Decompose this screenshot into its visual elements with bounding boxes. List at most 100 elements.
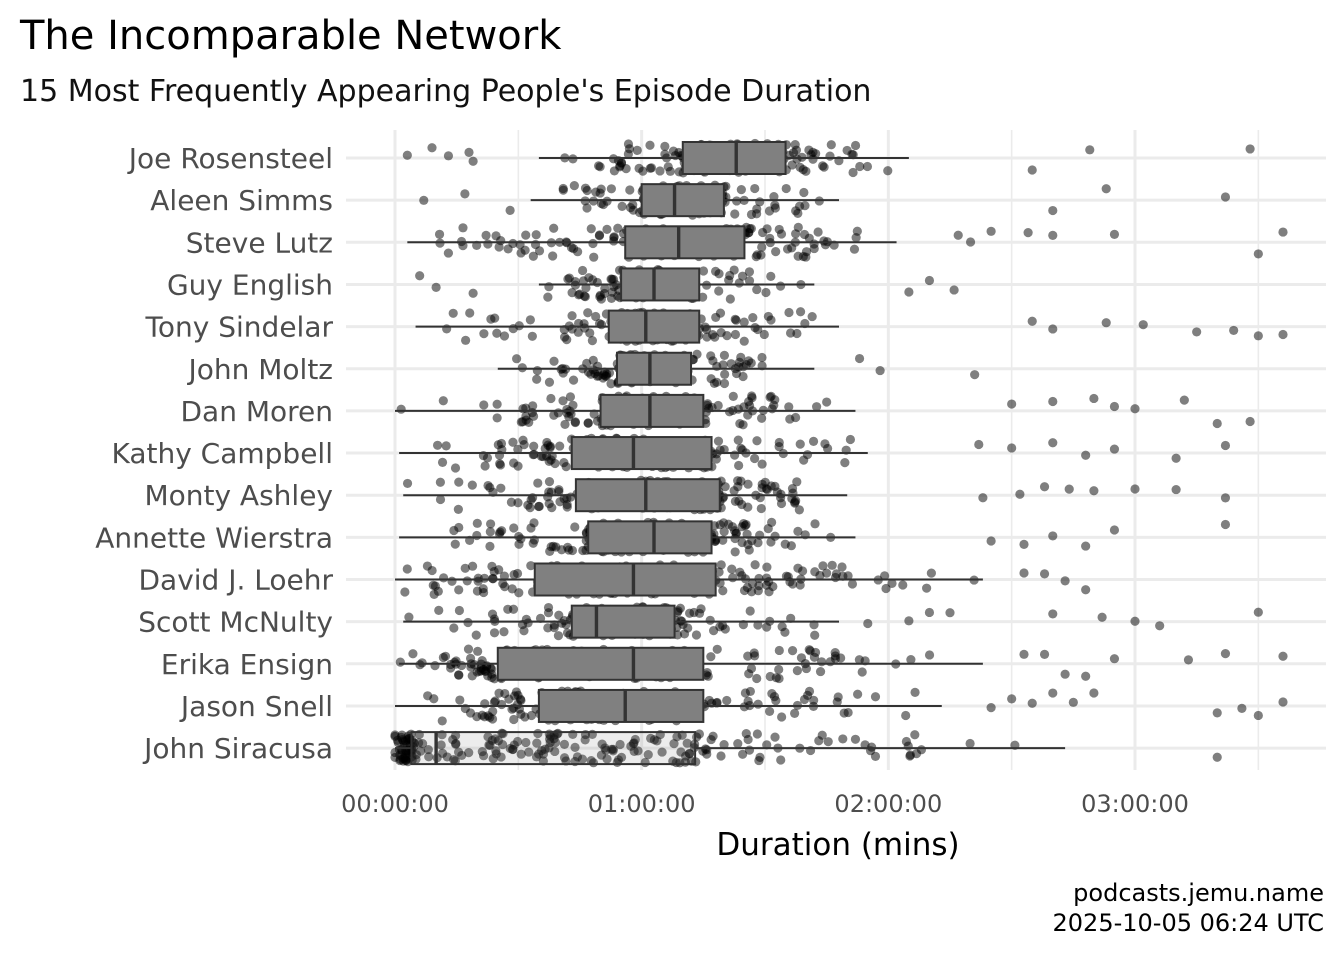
outlier-point [1109, 525, 1120, 535]
outlier-point [924, 607, 935, 618]
data-point [546, 393, 556, 404]
data-point [689, 607, 699, 618]
data-point [527, 331, 537, 341]
data-point [714, 286, 724, 296]
outlier-point [443, 151, 454, 161]
data-point [777, 712, 787, 722]
data-point [422, 561, 433, 571]
outlier-point [1171, 453, 1181, 463]
data-point [738, 749, 748, 759]
outlier-point [1007, 694, 1017, 704]
data-point [463, 644, 474, 654]
outlier-point [949, 285, 959, 295]
data-point [965, 738, 975, 749]
data-point [657, 747, 667, 757]
data-point [496, 752, 506, 762]
outlier-point [1027, 316, 1037, 326]
data-point [801, 166, 811, 176]
data-point [458, 223, 468, 233]
outlier-point [875, 365, 885, 376]
data-point [492, 399, 502, 409]
data-point [736, 185, 746, 195]
data-point [467, 480, 477, 490]
data-point [719, 350, 730, 360]
y-tick-label: John Siracusa [142, 732, 333, 765]
data-point [810, 630, 820, 640]
data-point [757, 459, 767, 469]
data-point [753, 620, 763, 630]
data-point [734, 496, 744, 506]
data-point [562, 335, 572, 345]
data-point [746, 358, 756, 368]
box-iqr [574, 478, 721, 513]
data-point [745, 606, 755, 616]
data-point [628, 200, 638, 210]
data-point [831, 569, 842, 579]
data-point [762, 485, 772, 495]
data-point [784, 307, 794, 318]
data-point [574, 290, 584, 300]
data-point [534, 501, 544, 511]
data-point [795, 439, 805, 449]
data-point [549, 410, 559, 420]
data-point [465, 653, 476, 664]
data-point [518, 404, 528, 414]
outlier-point [1089, 486, 1099, 496]
data-point [404, 612, 414, 622]
data-point [507, 584, 517, 594]
data-point [632, 145, 642, 155]
data-point [570, 522, 580, 532]
data-point [516, 248, 526, 258]
data-point [449, 525, 459, 536]
data-point [765, 233, 775, 243]
data-point [613, 755, 624, 765]
data-point [714, 567, 724, 577]
data-point [577, 265, 588, 276]
data-point [786, 613, 796, 623]
data-point [607, 744, 617, 754]
outlier-point [1278, 697, 1288, 707]
data-point [487, 669, 497, 679]
data-point [698, 292, 708, 302]
outlier-point [1220, 649, 1231, 659]
data-point [881, 583, 891, 594]
data-point [743, 479, 753, 489]
data-point [519, 626, 529, 636]
box [530, 183, 839, 218]
outlier-point [1212, 752, 1222, 762]
outlier-point [1007, 443, 1017, 453]
data-point [792, 328, 802, 339]
data-point [782, 244, 793, 254]
data-point [438, 396, 448, 406]
data-point [766, 537, 776, 547]
data-point [602, 754, 612, 764]
outlier-point [1048, 324, 1058, 334]
box [407, 225, 897, 260]
data-point [769, 192, 779, 202]
data-point [855, 161, 865, 172]
y-tick-label: Scott McNulty [138, 606, 333, 639]
data-point [443, 248, 453, 258]
data-point [850, 140, 861, 151]
outlier-point [464, 147, 474, 157]
data-point [514, 539, 524, 549]
data-point [497, 444, 507, 455]
outlier-point [1039, 649, 1050, 660]
outlier-point [1220, 519, 1231, 530]
data-point [479, 400, 489, 410]
data-point [532, 738, 542, 748]
data-point [591, 187, 601, 197]
outlier-point [1007, 399, 1017, 409]
outlier-point [986, 536, 996, 546]
box-iqr [616, 351, 692, 386]
data-point [516, 749, 526, 759]
data-point [822, 568, 832, 578]
box-iqr [640, 183, 725, 218]
data-point [716, 560, 726, 570]
data-point [910, 730, 920, 740]
data-point [767, 517, 777, 528]
outlier-point [1048, 609, 1058, 619]
data-point [708, 356, 718, 366]
data-point [604, 368, 615, 378]
data-point [437, 716, 447, 726]
